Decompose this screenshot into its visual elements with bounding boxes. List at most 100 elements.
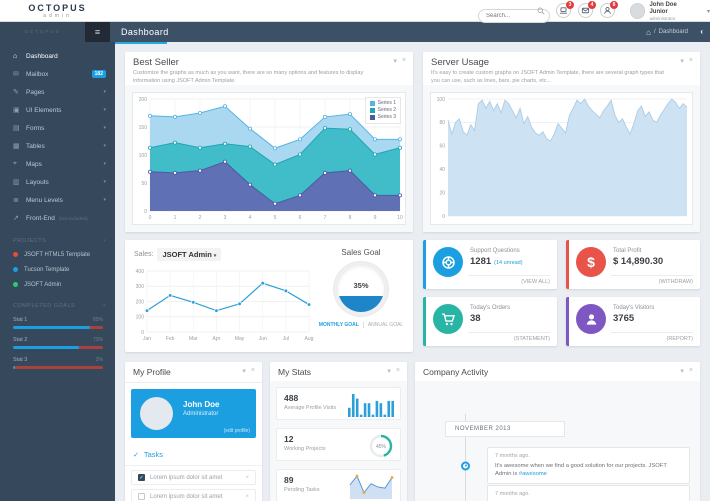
collapse-icon[interactable]: ▾ <box>393 58 397 65</box>
sidebar-item-forms[interactable]: ▤ Forms ▾ <box>13 124 106 133</box>
withdraw-link[interactable]: (WITHDRAW) <box>658 279 693 285</box>
sidebar-item-pages[interactable]: ✎ Pages ▾ <box>13 88 106 97</box>
alerts-button[interactable]: 8 <box>600 1 618 18</box>
cart-icon <box>433 304 463 334</box>
user-menu[interactable]: John Doe Junior administrator ▾ <box>630 2 710 21</box>
chart-body: 0 20 40 60 80 100 <box>423 85 700 232</box>
svg-text:5: 5 <box>274 215 277 221</box>
progress-bar <box>13 366 103 369</box>
company-activity-panel: Company Activity ▾ × NOVEMBER 2013 7 mon… <box>415 362 700 501</box>
task-checkbox[interactable] <box>138 493 145 500</box>
active-tab-underline <box>115 42 167 44</box>
svg-text:60: 60 <box>439 144 445 150</box>
task-checkbox[interactable]: ✓ <box>138 474 145 481</box>
svg-text:1: 1 <box>174 215 177 221</box>
search-input[interactable] <box>478 9 550 23</box>
hashtag-link[interactable]: #awesome <box>518 471 547 478</box>
activity-entry: 7 months ago. It's awesome when we find … <box>461 447 690 485</box>
edit-profile-link[interactable]: (edit profile) <box>223 428 250 434</box>
breadcrumb-page[interactable]: Dashboard <box>658 29 688 35</box>
collapse-icon[interactable]: ▾ <box>387 368 391 375</box>
chevron-down-icon: ▾ <box>103 143 106 149</box>
support-questions-card: Support Questions 1281 (14 unread) (VIEW … <box>423 240 557 289</box>
close-icon[interactable]: × <box>395 367 400 374</box>
svg-text:0: 0 <box>442 214 445 220</box>
svg-text:Jan: Jan <box>143 336 151 342</box>
svg-text:0: 0 <box>144 209 147 215</box>
home-icon[interactable]: ⌂ <box>646 27 651 37</box>
project-dot <box>13 282 18 287</box>
svg-text:Feb: Feb <box>166 336 175 342</box>
svg-text:80: 80 <box>439 120 445 126</box>
goal-percent: 2% <box>95 357 103 363</box>
server-usage-panel: Server Usage It's easy to create custom … <box>423 52 700 232</box>
messages-button[interactable]: 3 <box>556 1 574 18</box>
activity-entry: 7 months ago. Checkout! How cool is that… <box>487 485 690 501</box>
sidebar-item-front-end[interactable]: ↗ Front-End (not included) <box>13 214 88 223</box>
sidebar-item-ui-elements[interactable]: ▣ UI Elements ▾ <box>13 106 106 115</box>
sales-goal-block: Sales Goal 35% MONTHLY GOAL ANNUAL GOAL <box>317 248 405 328</box>
goal-percent: 85% <box>92 317 103 323</box>
check-icon: ✓ <box>133 452 139 459</box>
monthly-goal-link[interactable]: MONTHLY GOAL <box>318 322 359 328</box>
search-icon <box>537 7 545 15</box>
menu-levels-icon: ≣ <box>13 197 19 204</box>
best-seller-panel: Best Seller Customize the graphs as much… <box>125 52 413 232</box>
svg-text:3: 3 <box>224 215 227 221</box>
remove-task-icon[interactable]: × <box>245 493 249 500</box>
svg-text:May: May <box>235 336 245 342</box>
svg-text:45%: 45% <box>376 444 387 450</box>
sidebar-item-dashboard[interactable]: ⌂ Dashboard <box>13 52 58 60</box>
collapse-icon[interactable]: ▾ <box>680 58 684 65</box>
view-all-link[interactable]: (VIEW ALL) <box>521 279 550 285</box>
sidebar-item-tables[interactable]: ▦ Tables ▾ <box>13 142 106 151</box>
sidebar-top-strip: OCTOPUS <box>0 22 85 42</box>
my-stats-panel: My Stats ▾ × 488 Average Profile Visits … <box>270 362 407 501</box>
sales-goal-title: Sales Goal <box>341 248 381 257</box>
chevron-down-icon: ▾ <box>706 8 710 15</box>
close-icon[interactable]: × <box>688 367 693 374</box>
sidebar-item-menu-levels[interactable]: ≣ Menu Levels ▾ <box>13 196 106 205</box>
project-jsoft-html5-template[interactable]: JSOFT HTML5 Template <box>0 247 115 262</box>
mail-button[interactable]: 4 <box>578 1 596 18</box>
collapse-icon[interactable]: ▾ <box>680 368 684 375</box>
chevron-down-icon: ▾ <box>103 179 106 185</box>
chevron-down-icon: ▾ <box>213 253 217 259</box>
hamburger-icon[interactable]: ≡ <box>85 22 110 42</box>
sidebar-item-mailbox[interactable]: ✉ Mailbox 182 <box>0 65 115 83</box>
statement-link[interactable]: (STATEMENT) <box>513 336 550 342</box>
svg-text:8: 8 <box>349 215 352 221</box>
chevron-down-icon: ▾ <box>103 197 106 203</box>
annual-goal-link[interactable]: ANNUAL GOAL <box>362 322 403 328</box>
project-jsoft-admin[interactable]: JSOFT Admin <box>0 277 115 292</box>
chart-legend: Series 1 Series 2 Series 3 <box>364 97 401 124</box>
panel-subtitle: Customize the graphs as much as you want… <box>133 70 364 84</box>
forms-icon: ▤ <box>13 125 20 132</box>
chevron-left-icon[interactable]: ‹ <box>700 27 703 36</box>
project-tucson-template[interactable]: Tucson Template <box>0 262 115 277</box>
svg-text:50: 50 <box>141 181 147 187</box>
alerts-badge: 8 <box>610 1 618 9</box>
breadcrumb: ⌂ / Dashboard <box>646 22 688 42</box>
svg-text:Jun: Jun <box>259 336 267 342</box>
report-link[interactable]: (REPORT) <box>666 336 693 342</box>
close-icon[interactable]: × <box>401 57 406 64</box>
sidebar-item-maps[interactable]: ⌖ Maps ▾ <box>13 160 106 168</box>
my-stats-body: 488 Average Profile Visits 12 Working Pr… <box>270 381 407 501</box>
close-icon[interactable]: × <box>688 57 693 64</box>
sidebar-nav: ⌂ Dashboard ✉ Mailbox 182 ✎ Pages ▾ ▣ UI… <box>0 47 115 227</box>
task-item: Lorem ipsum dolor sit amet × <box>131 489 256 501</box>
sales-selector-dropdown[interactable]: JSOFT Admin ▾ <box>157 248 222 261</box>
task-item: ✓ Lorem ipsum dolor sit amet × <box>131 470 256 485</box>
close-icon[interactable]: × <box>250 367 255 374</box>
panel-header: My Profile ▾ × <box>125 362 262 383</box>
collapse-icon[interactable]: ▾ <box>242 368 246 375</box>
sidebar-item-layouts[interactable]: ▥ Layouts ▾ <box>13 178 106 187</box>
total-profit-card: $ Total Profit $ 14,890.30 (WITHDRAW) <box>566 240 700 289</box>
remove-task-icon[interactable]: × <box>245 474 249 481</box>
sales-head: Sales: JSOFT Admin ▾ <box>134 248 222 261</box>
project-dot <box>13 267 18 272</box>
pending-tasks-sparkline <box>348 474 394 501</box>
logo-subtitle: admin <box>43 13 72 19</box>
messages-badge: 3 <box>566 1 574 9</box>
